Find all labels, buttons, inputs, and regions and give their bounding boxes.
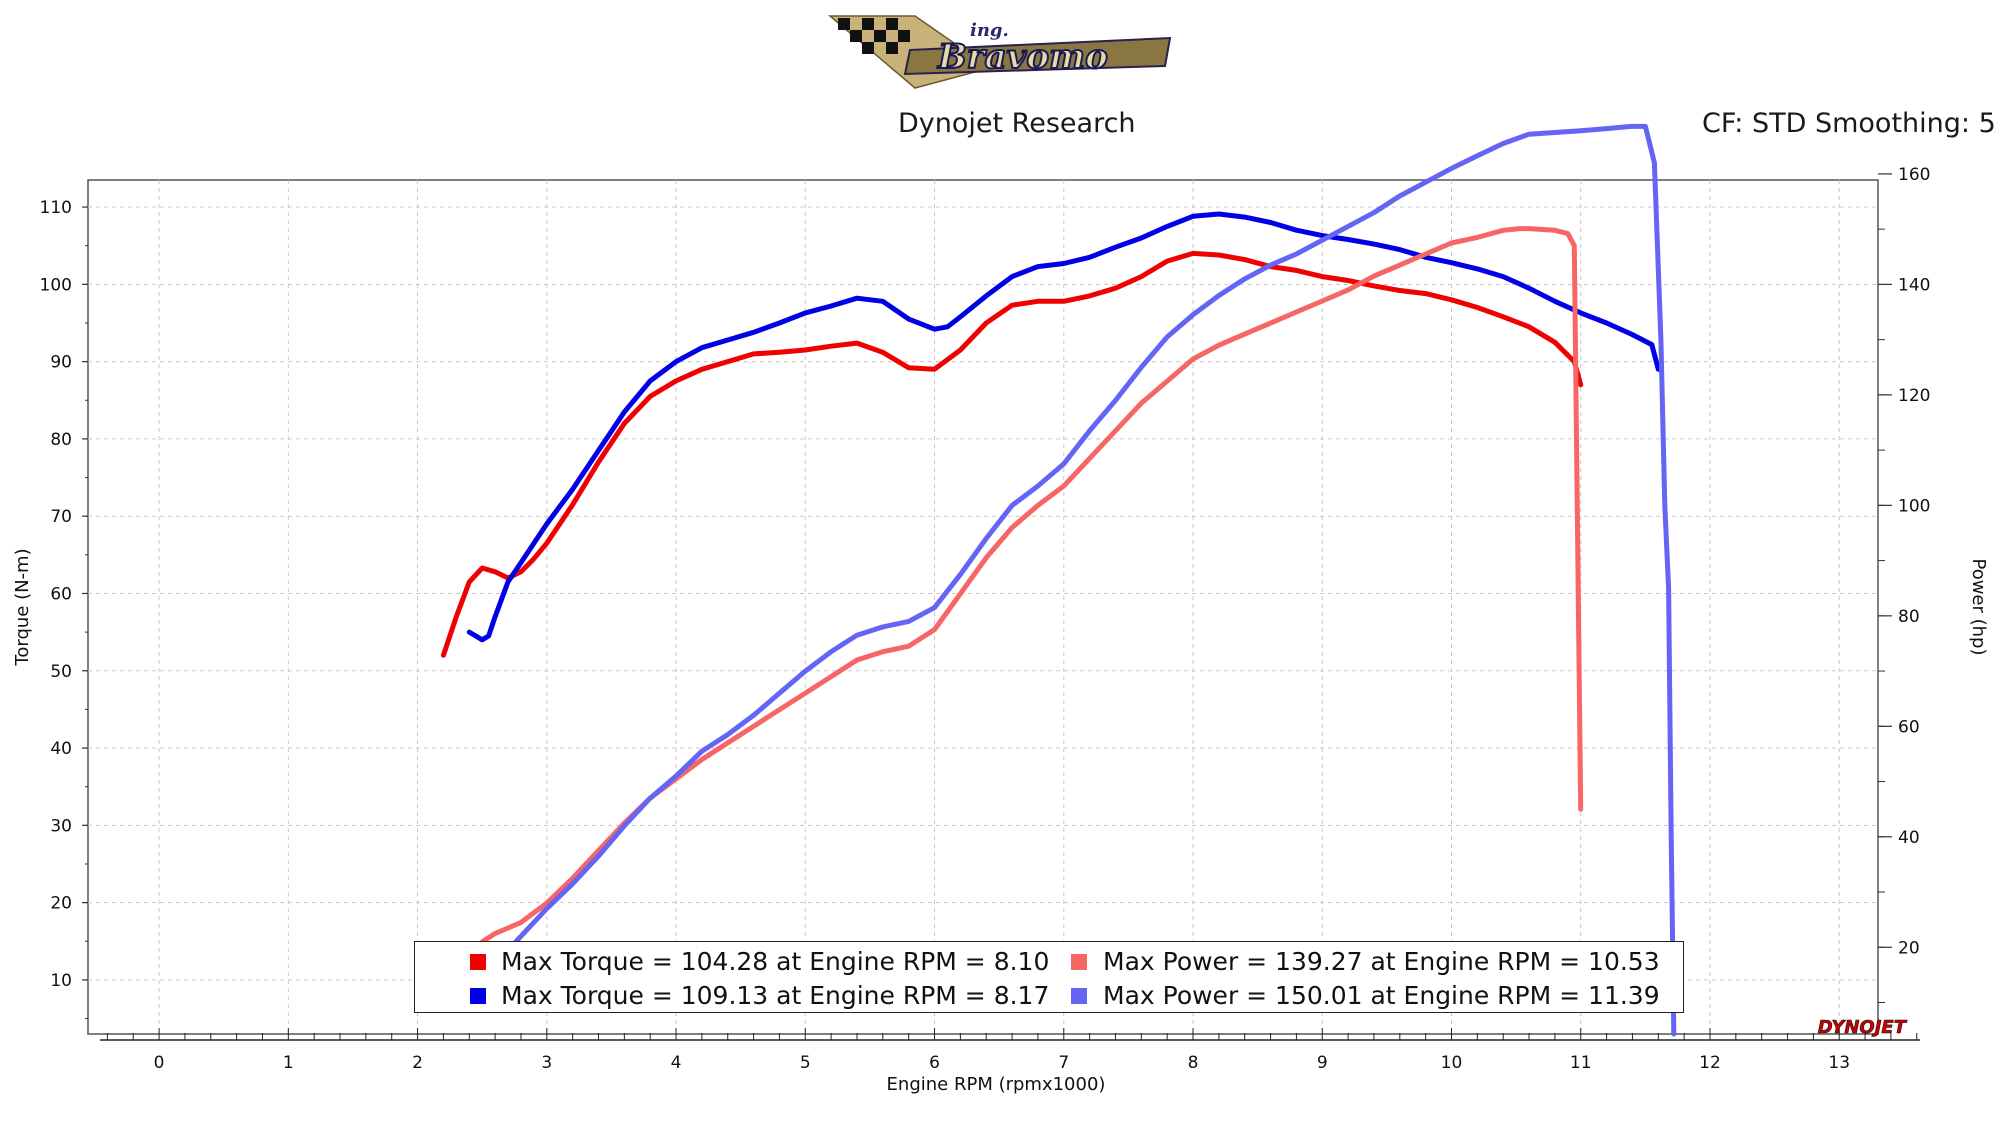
- legend-swatch-run1-torque: [470, 954, 486, 970]
- y-tick-label: 90: [50, 353, 72, 373]
- axes: 0 1 2 3 4 5 6 7 8 9 10 11 12 131020304050607080901001…: [40, 165, 1931, 1073]
- x-tick-label: 8: [1188, 1053, 1199, 1073]
- chart-title: Dynojet Research: [898, 108, 1136, 139]
- checkered-flag-icon: [838, 18, 910, 54]
- y2-tick-label: 160: [1898, 165, 1930, 185]
- legend-swatch-run1-power: [1071, 954, 1087, 970]
- y-tick-label: 40: [50, 739, 72, 759]
- y-tick-label: 50: [50, 662, 72, 682]
- x-tick-label: 1: [283, 1053, 294, 1073]
- x-tick-label: 2: [412, 1053, 423, 1073]
- x-tick-label: 5: [800, 1053, 811, 1073]
- y-tick-label: 70: [50, 507, 72, 527]
- series-lines: [440, 123, 1677, 1037]
- legend-item-run2-torque: Max Torque = 109.13 at Engine RPM = 8.17: [501, 981, 1050, 1010]
- legend: Max Torque = 104.28 at Engine RPM = 8.10…: [414, 941, 1684, 1013]
- legend-item-run1-torque: Max Torque = 104.28 at Engine RPM = 8.10: [501, 947, 1050, 976]
- run2-torque-line: [466, 211, 1661, 643]
- x-axis-label: Engine RPM (rpmx1000): [887, 1074, 1106, 1095]
- y-tick-label: 30: [50, 816, 72, 836]
- y2-tick-label: 40: [1898, 828, 1920, 848]
- y-tick-label: 110: [40, 198, 72, 218]
- x-tick-label: 11: [1570, 1053, 1592, 1073]
- y2-tick-label: 140: [1898, 275, 1930, 295]
- bravomo-logo: ing. Bravomo: [827, 15, 1172, 89]
- logo-prefix: ing.: [970, 20, 1009, 41]
- x-tick-label: 7: [1058, 1053, 1069, 1073]
- legend-item-run2-power: Max Power = 150.01 at Engine RPM = 11.39: [1103, 981, 1660, 1010]
- x-tick-label: 3: [541, 1053, 552, 1073]
- run2-power-line: [486, 123, 1677, 1037]
- y2-tick-label: 120: [1898, 386, 1930, 406]
- y2-tick-label: 60: [1898, 717, 1920, 737]
- x-tick-label: 4: [671, 1053, 682, 1073]
- x-tick-label: 9: [1317, 1053, 1328, 1073]
- y2-tick-label: 100: [1898, 496, 1930, 516]
- y2-tick-label: 80: [1898, 607, 1920, 627]
- x-tick-label: 13: [1828, 1053, 1850, 1073]
- x-tick-label: 0: [154, 1053, 165, 1073]
- x-tick-label: 6: [929, 1053, 940, 1073]
- legend-item-run1-power: Max Power = 139.27 at Engine RPM = 10.53: [1103, 947, 1660, 976]
- correction-factor-info: CF: STD Smoothing: 5: [1702, 108, 1996, 139]
- y-tick-label: 60: [50, 584, 72, 604]
- run1-torque-line: [440, 250, 1584, 658]
- logo-text: Bravomo: [937, 37, 1108, 77]
- y-tick-label: 20: [50, 894, 72, 914]
- plot-area: [87, 179, 1879, 1035]
- legend-swatch-run2-power: [1071, 988, 1087, 1004]
- y-tick-label: 10: [50, 971, 72, 991]
- y2-tick-label: 20: [1898, 938, 1920, 958]
- y-axis-label: Torque (N-m): [12, 548, 33, 666]
- x-tick-label: 10: [1441, 1053, 1463, 1073]
- y-tick-label: 100: [40, 275, 72, 295]
- y2-axis-label: Power (hp): [1968, 558, 1989, 655]
- x-tick-label: 12: [1699, 1053, 1721, 1073]
- y-tick-label: 80: [50, 430, 72, 450]
- legend-swatch-run2-torque: [470, 988, 486, 1004]
- dynojet-watermark: DYNOJET: [1818, 1017, 1908, 1038]
